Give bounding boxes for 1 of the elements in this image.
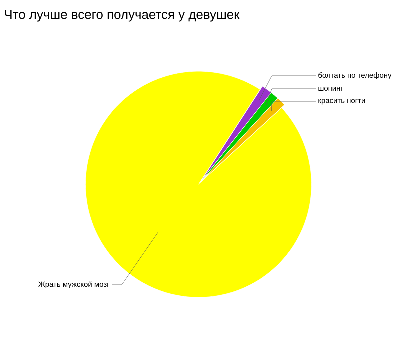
chart-title: Что лучше всего получается у девушек [5, 10, 240, 22]
